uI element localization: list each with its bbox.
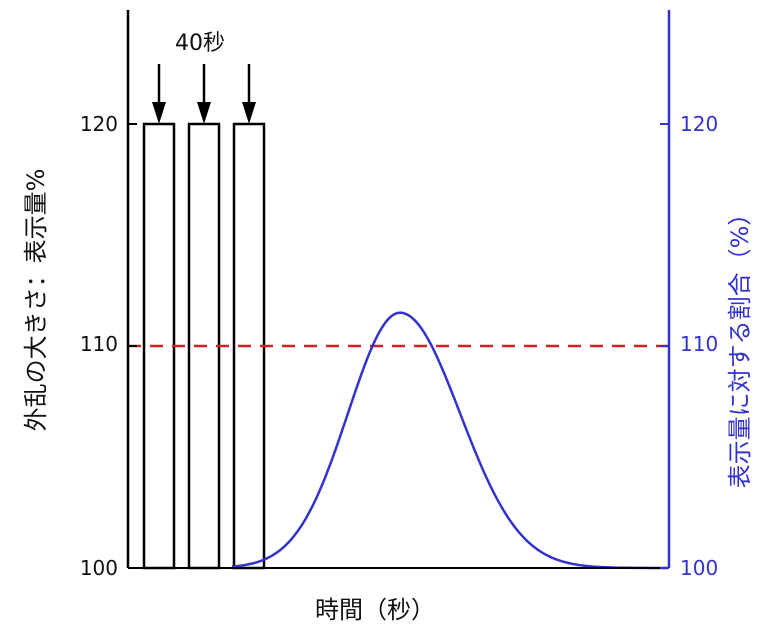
tick-label-left-110: 110	[80, 332, 118, 356]
arrow-head-3	[242, 102, 256, 124]
tick-label-left-100: 100	[80, 556, 118, 580]
tick-label-right-110: 110	[680, 332, 718, 356]
arrow-head-1	[152, 102, 166, 124]
left-y-axis-label: 外乱の大きさ：表示量%	[22, 169, 50, 432]
series-curve	[231, 311, 668, 570]
x-axis-label: 時間（秒）	[315, 596, 435, 624]
tick-label-right-100: 100	[680, 556, 718, 580]
arrows-layer	[152, 64, 256, 124]
ticks-layer	[128, 123, 669, 569]
tick-label-right-120: 120	[680, 112, 718, 136]
arrow-head-2	[197, 102, 211, 124]
annotation-40s: 40秒	[175, 31, 225, 56]
tick-label-left-120: 120	[80, 112, 118, 136]
right-y-axis-label: 表示量に対する割合（%）	[726, 202, 754, 489]
